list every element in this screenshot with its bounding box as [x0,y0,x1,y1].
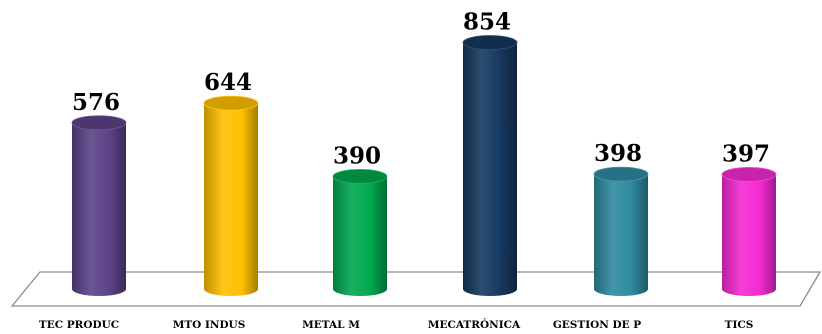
value-label: 390 [333,142,381,169]
value-label: 397 [722,140,770,167]
chart-floor [10,271,822,307]
category-label: MECATRÓNICA [428,317,521,331]
bar-top [462,35,518,50]
category-label: MTO INDUS [173,319,246,331]
category-labels-group: TEC PRODUC MTO INDUS METAL M MECATRÓNICA GES… [39,317,753,331]
category-label: TICS [725,319,754,331]
bar-3 [462,35,518,296]
category-label: GESTION DE P [553,319,641,331]
bar-1 [203,95,259,296]
bar-body [722,174,776,296]
bar-body [72,122,126,296]
bar-top [203,95,259,111]
value-label: 398 [594,140,642,167]
category-label: TEC PRODUC [39,319,119,331]
bar-body [463,42,517,296]
bar-body [333,176,387,296]
bars-group [71,35,777,296]
value-labels-group: 576 644 390 854 398 397 [72,9,770,170]
value-label: 576 [72,89,120,116]
bar-5 [721,167,777,296]
bar-top [71,115,127,131]
bar-body [594,174,648,296]
bar-top [593,166,649,182]
value-label: 854 [463,9,511,36]
value-label: 644 [204,69,252,96]
bar-0 [71,115,127,296]
bar-4 [593,166,649,296]
bar-2 [332,169,388,296]
category-label: METAL M [302,319,360,331]
bar-top [721,167,777,182]
bar-body [204,103,258,296]
bar-top [332,169,388,184]
